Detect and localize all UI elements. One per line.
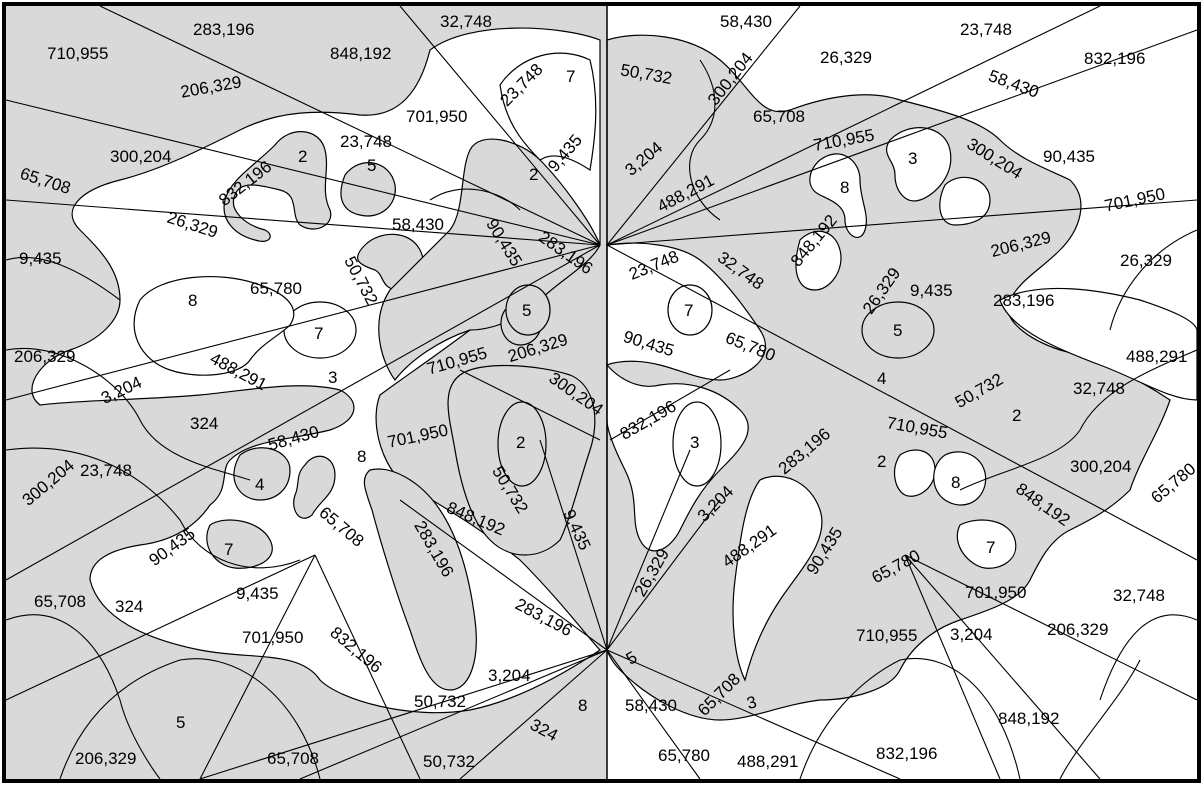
label: 26,329	[820, 48, 872, 67]
region	[363, 468, 477, 691]
label: 2	[529, 165, 538, 184]
region	[956, 519, 1017, 569]
label: 488,291	[737, 752, 798, 771]
label: 3	[690, 433, 699, 452]
label: 8	[951, 473, 960, 492]
label: 50,732	[414, 692, 466, 711]
label: 5	[367, 156, 376, 175]
region	[133, 276, 295, 376]
label: 50,732	[423, 752, 475, 771]
label: 832,196	[876, 744, 937, 763]
label: 23,748	[960, 20, 1012, 39]
label: 58,430	[392, 215, 444, 234]
label: 65,780	[658, 746, 710, 765]
label: 58,430	[625, 696, 677, 715]
region	[893, 449, 936, 497]
label: 2	[877, 452, 886, 471]
label: 300,204	[1070, 457, 1131, 476]
region	[233, 447, 291, 501]
label: 701,950	[406, 107, 467, 126]
label: 65,708	[267, 749, 319, 768]
label: 283,196	[193, 20, 254, 39]
label: 206,329	[14, 347, 75, 366]
region	[939, 176, 991, 226]
oval	[672, 401, 722, 487]
label: 710,955	[856, 626, 917, 645]
region	[293, 455, 336, 519]
label: 3	[908, 149, 917, 168]
label: 90,435	[1043, 147, 1095, 166]
label: 7	[684, 301, 693, 320]
region	[933, 451, 987, 506]
label: 2	[298, 147, 307, 166]
region	[206, 519, 273, 569]
label: 300,204	[110, 147, 171, 166]
label: 58,430	[720, 12, 772, 31]
label: 65,708	[34, 592, 86, 611]
region	[795, 230, 842, 291]
label: 23,748	[80, 461, 132, 480]
label: 832,196	[1084, 49, 1145, 68]
label: 701,950	[965, 583, 1026, 602]
label: 4	[255, 475, 264, 494]
label: 848,192	[330, 44, 391, 63]
label: 23,748	[340, 132, 392, 151]
oval	[497, 401, 547, 487]
region	[378, 138, 601, 382]
label: 8	[188, 291, 197, 310]
label: 710,955	[47, 44, 108, 63]
label: 8	[357, 447, 366, 466]
label: 4	[877, 369, 886, 388]
region	[499, 52, 597, 172]
label: 26,329	[1120, 251, 1172, 270]
label: 324	[115, 597, 143, 616]
label: 32,748	[1113, 586, 1165, 605]
region	[885, 127, 952, 202]
label: 701,950	[242, 628, 303, 647]
label: 9,435	[19, 249, 62, 268]
label: 3,204	[488, 666, 531, 685]
region	[809, 153, 867, 238]
label: 7	[314, 324, 323, 343]
label: 7	[986, 538, 995, 557]
label: 2	[1012, 406, 1021, 425]
label: 488,291	[1126, 347, 1187, 366]
left-white-misc	[133, 52, 597, 376]
left-shaded-islands	[206, 131, 601, 691]
label: 9,435	[236, 584, 279, 603]
label: 206,329	[1047, 620, 1108, 639]
label: 9,435	[910, 281, 953, 300]
label: 283,196	[993, 291, 1054, 310]
region	[340, 162, 396, 217]
label: 65,780	[250, 279, 302, 298]
label: 8	[578, 696, 587, 715]
label: 32,748	[1073, 379, 1125, 398]
region	[223, 131, 332, 242]
label: 5	[176, 713, 185, 732]
label: 2	[516, 433, 525, 452]
label: 8	[840, 178, 849, 197]
label: 32,748	[440, 12, 492, 31]
label: 7	[224, 540, 233, 559]
label: 5	[893, 321, 902, 340]
label: 3	[328, 368, 337, 387]
label: 206,329	[75, 749, 136, 768]
label: 5	[522, 301, 531, 320]
oval	[861, 301, 935, 359]
region	[732, 475, 823, 682]
label: 324	[190, 414, 218, 433]
label: 7	[566, 67, 575, 86]
label: 65,708	[753, 107, 805, 126]
label: 848,192	[998, 709, 1059, 728]
oval	[667, 284, 713, 336]
label: 3,204	[950, 625, 993, 644]
lines	[5, 5, 1198, 780]
